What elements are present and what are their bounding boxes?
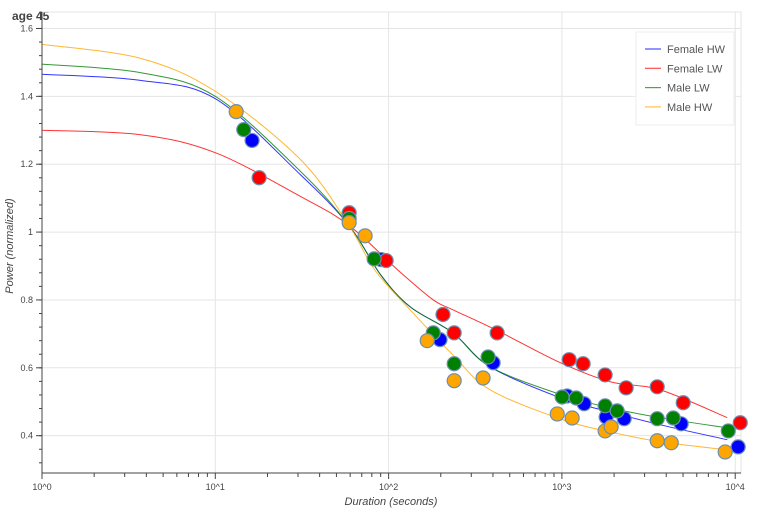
y-tick-label: 0.4 <box>20 431 33 441</box>
data-point-male-lw <box>649 411 665 427</box>
y-tick-label: 1.2 <box>20 159 33 169</box>
fit-curve-male-lw <box>41 63 728 429</box>
data-point-male-lw <box>720 423 736 439</box>
data-point-female-lw <box>618 380 634 396</box>
y-axis-label: Power (normalized) <box>4 198 16 294</box>
y-tick-label: 1.6 <box>20 23 33 33</box>
x-tick-label: 10^1 <box>206 482 225 492</box>
chart-title: age 45 <box>12 9 50 23</box>
y-tick-label: 0.6 <box>20 363 33 373</box>
legend-label: Female LW <box>667 63 723 75</box>
data-point-male-hw <box>717 444 733 460</box>
data-point-male-hw <box>228 104 244 120</box>
data-point-female-lw <box>649 379 665 395</box>
data-point-female-hw <box>244 132 260 149</box>
x-tick-label: 10^0 <box>32 482 51 492</box>
data-point-male-lw <box>446 356 462 372</box>
data-point-male-hw <box>419 333 435 349</box>
data-point-male-lw <box>609 403 625 419</box>
data-point-male-hw <box>357 228 373 244</box>
data-point-male-hw <box>341 214 357 231</box>
data-point-female-lw <box>435 306 451 323</box>
data-point-female-lw <box>597 367 613 383</box>
legend-label: Female HW <box>667 44 726 56</box>
data-point-male-hw <box>603 419 619 435</box>
data-point-female-lw <box>732 415 748 431</box>
x-tick-label: 10^4 <box>726 482 745 492</box>
data-point-male-lw <box>568 390 584 406</box>
data-point-female-hw <box>730 439 746 455</box>
data-point-male-hw <box>475 370 491 386</box>
data-point-male-hw <box>549 406 565 422</box>
y-tick-label: 1.4 <box>20 91 33 101</box>
data-point-male-lw <box>480 349 496 365</box>
axes: 10^0 10^1 10^2 10^3 10^4 0.4 0.6 0.8 1 1.2 1.4 1.6 <box>20 12 745 492</box>
data-point-female-lw <box>489 325 505 341</box>
legend-label: Male HW <box>667 102 713 114</box>
data-point-female-lw <box>446 325 462 341</box>
data-point-male-lw <box>236 122 252 138</box>
x-axis-label: Duration (seconds) <box>345 496 438 508</box>
legend-box <box>635 31 735 126</box>
data-point-male-hw <box>564 410 580 426</box>
data-point-male-lw <box>665 410 681 426</box>
data-point-female-lw <box>575 356 591 372</box>
data-point-male-lw <box>554 389 570 405</box>
data-point-male-hw <box>649 433 665 449</box>
fit-curve-female-lw <box>41 129 728 419</box>
legend: Female HW Female LW Male LW Male HW <box>635 31 735 126</box>
data-point-female-lw <box>675 395 691 411</box>
x-tick-label: 10^2 <box>379 482 398 492</box>
x-tick-label: 10^3 <box>552 482 571 492</box>
y-tick-label: 0.8 <box>20 295 33 305</box>
data-point-male-lw <box>366 251 382 267</box>
legend-label: Male LW <box>667 83 710 95</box>
data-point-female-lw <box>561 352 577 368</box>
data-point-male-hw <box>446 373 462 389</box>
data-point-female-lw <box>251 170 267 186</box>
data-points <box>228 104 748 460</box>
data-point-male-hw <box>663 435 679 451</box>
y-tick-label: 1 <box>28 227 33 237</box>
